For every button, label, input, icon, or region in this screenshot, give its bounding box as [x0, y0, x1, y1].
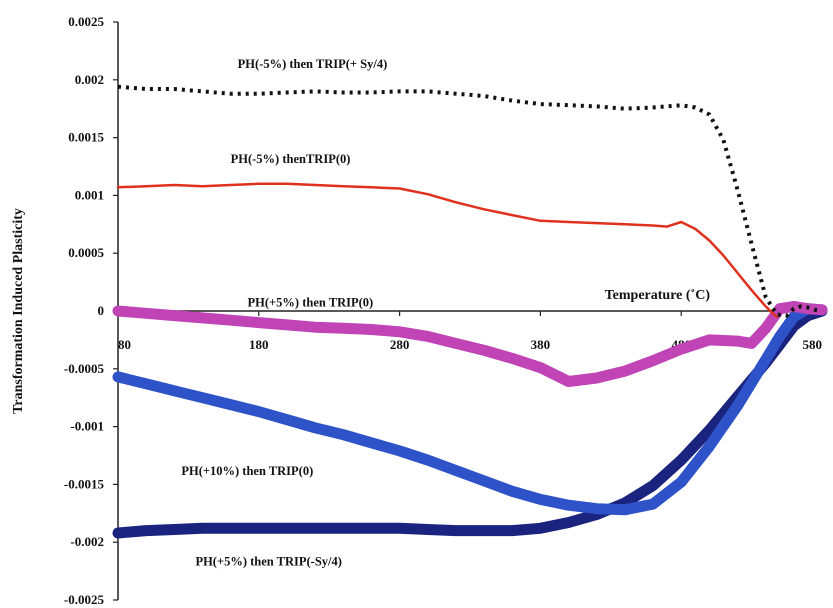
series-line [117, 84, 823, 318]
x-axis-label: Temperature (˚C) [605, 288, 711, 303]
series-layer [112, 84, 828, 539]
series-annotation: PH(-5%) then TRIP(+ Sy/4) [238, 57, 388, 71]
series-annotation: PH(+5%) then TRIP(-Sy/4) [195, 554, 341, 568]
series-line [112, 300, 828, 387]
y-tick-label: 0.0005 [68, 245, 104, 260]
annotation-layer: PH(-5%) then TRIP(+ Sy/4) PH(-5%) thenTRI… [181, 57, 387, 568]
y-tick-label: -0.002 [70, 534, 104, 549]
series-line [112, 303, 828, 516]
y-axis-ticks: 0.0025 0.002 0.0015 0.001 0.0005 0 -0.0005 -0.0… [64, 14, 118, 607]
series-annotation: PH(+10%) then TRIP(0) [181, 464, 313, 478]
series-line [116, 182, 779, 319]
y-tick-label: -0.0015 [64, 476, 105, 491]
x-tick-label: 180 [249, 337, 269, 352]
y-tick-label: 0.002 [75, 72, 104, 87]
y-tick-label: 0.0025 [68, 14, 104, 29]
x-tick-label: 580 [803, 337, 823, 352]
y-tick-label: 0 [98, 303, 105, 318]
y-tick-label: -0.001 [70, 419, 104, 434]
x-tick-label: 280 [390, 337, 410, 352]
y-tick-label: -0.0025 [64, 592, 105, 607]
y-tick-label: -0.0005 [64, 361, 105, 376]
y-tick-label: 0.0015 [68, 130, 104, 145]
series-annotation: PH(+5%) then TRIP(0) [248, 295, 374, 309]
x-tick-label: 380 [531, 337, 551, 352]
y-axis-label: Transformation Induced Plasticity [11, 208, 26, 414]
series-annotation: PH(-5%) thenTRIP(0) [231, 152, 351, 166]
y-tick-label: 0.001 [75, 187, 104, 202]
x-tick-label: 80 [118, 337, 131, 352]
